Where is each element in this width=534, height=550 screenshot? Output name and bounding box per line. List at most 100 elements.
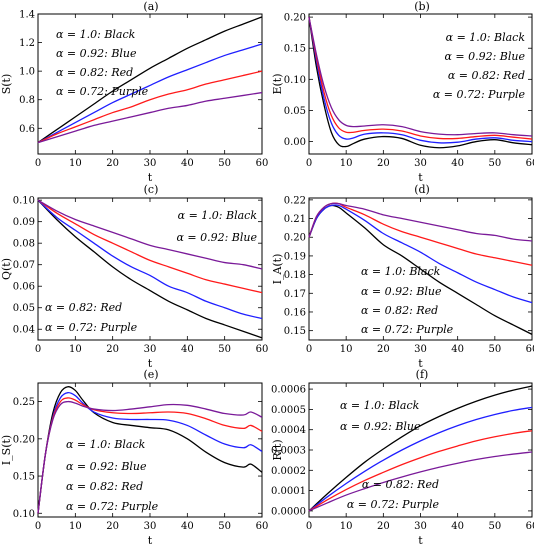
y-tick-label: 1.2 [19,38,35,49]
x-tick-label: 40 [181,521,194,532]
x-tick-label: 0 [306,521,312,532]
x-tick-label: 30 [144,521,157,532]
chart-panel-5: 0 10 20 30 40 50 60 0.10 0.15 0.20 0.25 (e) t I_S(t) α… [0,368,268,547]
y-tick-label: 0.15 [13,472,35,483]
x-tick-label: 50 [488,344,501,355]
legend-entry: α = 0.92: Blue [340,420,421,433]
x-tick-label: 60 [256,344,269,355]
x-tick-label: 60 [526,344,534,355]
y-tick-label: 0.0005 [271,405,306,416]
legend-entry: α = 0.82: Red [56,66,133,79]
legend-entry: α = 0.72: Purple [66,500,159,513]
series-line-purple [308,451,533,512]
x-tick-label: 20 [377,344,390,355]
legend-entry: α = 0.72: Purple [45,321,138,334]
x-tick-label: 40 [451,521,464,532]
y-tick-label: 0.17 [284,289,306,300]
x-tick-label: 20 [377,521,390,532]
series-line-black [37,16,263,144]
y-tick-label: 0.18 [284,270,306,281]
x-tick-label: 10 [340,344,353,355]
x-tick-label: 40 [451,158,464,169]
series-line-purple [308,202,533,242]
panel-label: (e) [143,368,158,381]
y-tick-label: 0.8 [19,95,35,106]
x-tick-label: 40 [181,158,194,169]
series-line-blue [308,406,533,512]
x-tick-label: 30 [144,158,157,169]
panel-label: (f) [416,368,429,381]
panel-label: (b) [414,0,430,13]
y-tick-label: 0.0000 [271,506,306,517]
x-tick-label: 10 [340,158,353,169]
x-tick-label: 60 [526,521,534,532]
x-tick-label: 50 [488,158,501,169]
legend-entry: α = 0.92: Blue [444,50,525,63]
y-tick-label: 0.0006 [271,385,306,396]
x-tick-label: 20 [106,521,119,532]
y-tick-label: 0.06 [13,282,35,293]
x-tick-label: 50 [488,521,501,532]
y-axis-label: E(t) [271,73,284,94]
legend-entry: α = 0.82: Red [45,301,122,314]
x-axis-label: t [148,171,153,184]
x-tick-label: 0 [306,344,312,355]
x-tick-label: 40 [451,344,464,355]
y-tick-label: 0.07 [13,260,35,271]
x-tick-label: 20 [377,158,390,169]
series-line-black [308,17,533,149]
legend-entry: α = 1.0: Black [178,209,258,222]
chart-panel-6: 0 10 20 30 40 50 60 0.0000 0.0001 0.0002 0.0003 0.0… [271,368,534,547]
y-axis-label: R(t) [271,439,284,460]
y-tick-label: 0.20 [13,434,35,445]
legend-entry: α = 0.82: Red [66,480,143,493]
y-tick-label: 0.08 [13,239,35,250]
y-tick-label: 0.25 [13,397,35,408]
series-line-red [308,202,533,266]
series-line-purple [37,91,263,144]
x-axis-label: t [418,357,423,370]
y-tick-label: 0.10 [284,75,306,86]
series-line-black [37,199,263,339]
legend-entry: α = 0.72: Purple [361,323,454,336]
y-tick-label: 0.21 [284,214,306,225]
x-tick-label: 40 [181,344,194,355]
series-line-red [308,430,533,512]
legend-entry: α = 1.0: Black [446,31,526,44]
x-tick-label: 30 [414,521,427,532]
y-tick-label: 0.00 [284,137,306,148]
y-axis-label: I_A(t) [271,254,284,285]
y-axis-label: I_S(t) [0,435,13,465]
series-line-purple [308,16,533,137]
y-tick-label: 0.6 [19,124,35,135]
x-tick-label: 30 [414,158,427,169]
x-tick-label: 10 [69,158,82,169]
legend-entry: α = 0.92: Blue [66,460,147,473]
x-tick-label: 0 [35,158,41,169]
legend-entry: α = 0.82: Red [361,304,438,317]
series-line-blue [37,199,263,320]
series-line-blue [37,43,263,144]
x-tick-label: 0 [306,158,312,169]
x-tick-label: 50 [218,344,231,355]
y-tick-label: 0.10 [13,196,35,207]
x-tick-label: 60 [256,158,269,169]
series-line-black [37,386,263,514]
series-line-black [308,385,533,512]
legend-entry: α = 1.0: Black [56,28,136,41]
x-tick-label: 50 [218,521,231,532]
y-tick-label: 0.15 [284,44,306,55]
panel-label: (d) [414,183,430,196]
legend-entry: α = 0.72: Purple [433,88,526,101]
legend-entry: α = 1.0: Black [340,399,420,412]
legend-entry: α = 0.92: Blue [176,231,257,244]
series-line-purple [37,199,263,270]
legend-entry: α = 1.0: Black [361,265,441,278]
x-tick-label: 60 [526,158,534,169]
series-line-purple [37,400,263,514]
x-axis-label: t [148,357,153,370]
y-tick-label: 0.16 [284,307,306,318]
series-line-red [37,70,263,144]
y-tick-label: 0.19 [284,251,306,262]
